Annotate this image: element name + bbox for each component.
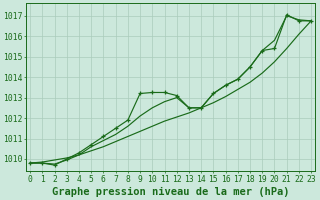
X-axis label: Graphe pression niveau de la mer (hPa): Graphe pression niveau de la mer (hPa) bbox=[52, 186, 289, 197]
